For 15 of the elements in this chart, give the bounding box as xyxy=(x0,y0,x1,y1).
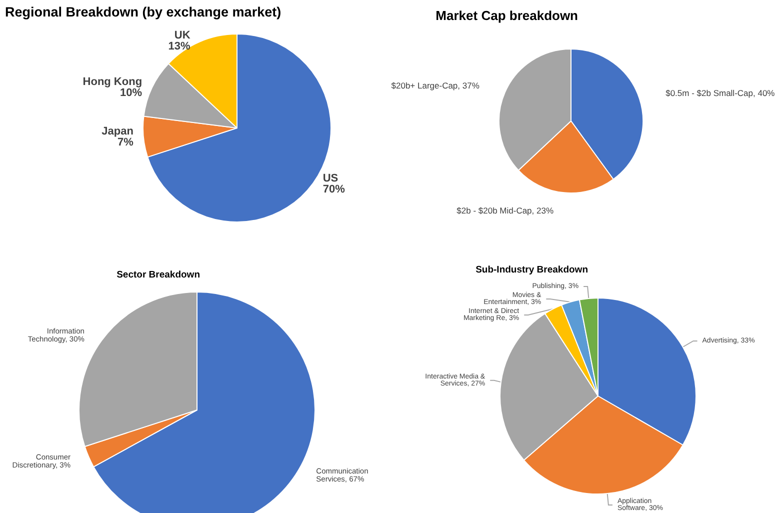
chart-title: Market Cap breakdown xyxy=(436,8,578,23)
slice-label: UK xyxy=(174,29,190,42)
slice-label: $2b - $20b Mid-Cap, 23% xyxy=(456,206,554,216)
data-label: 70% xyxy=(322,183,346,196)
chart-title: Sub-Industry Breakdown xyxy=(476,264,588,276)
slice-label: $0.5m - $2b Small-Cap, 40% xyxy=(666,88,776,98)
slice-label: Hong Kong xyxy=(82,76,142,88)
data-label: 10% xyxy=(120,87,142,100)
data-label: 7% xyxy=(118,136,134,148)
slice-label: US xyxy=(322,172,338,184)
chart-title: Regional Breakdown (by exchange market) xyxy=(5,4,282,20)
data-label: 13% xyxy=(168,40,190,52)
chart-title: Sector Breakdown xyxy=(116,270,200,280)
slice-label: $20b+ Large-Cap, 37% xyxy=(391,80,480,90)
slice-label: Japan xyxy=(102,125,134,138)
